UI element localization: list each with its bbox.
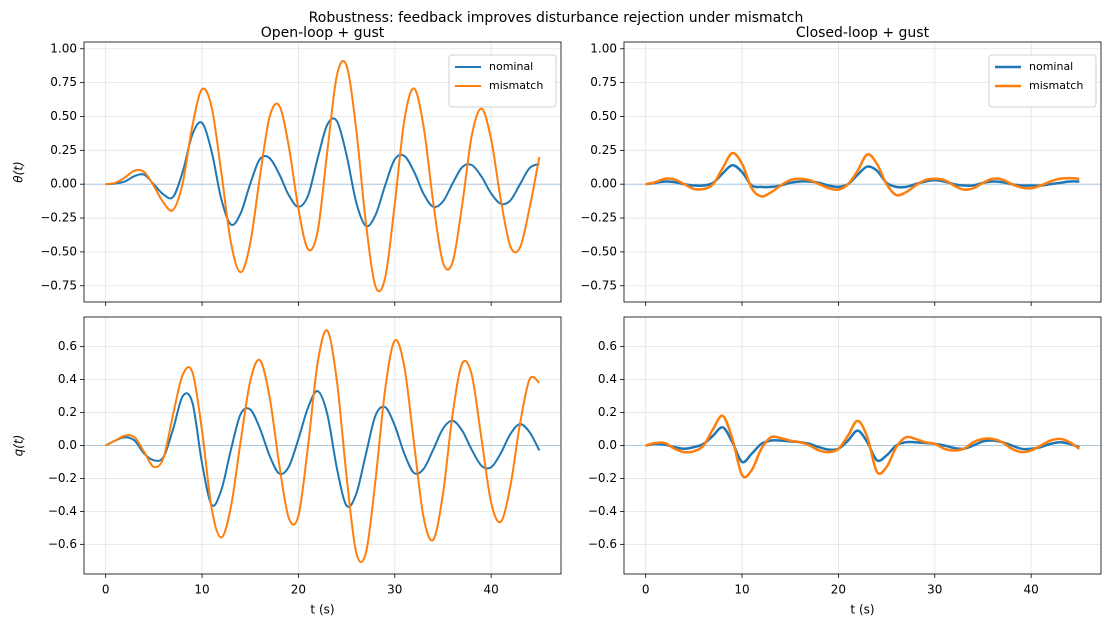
- data-line: [105, 329, 540, 564]
- y-tick-label: 0.0: [58, 438, 77, 452]
- legend-label: nominal: [489, 60, 533, 73]
- y-tick-label: 0.25: [590, 143, 617, 157]
- y-tick-label: −0.6: [48, 537, 77, 551]
- axes-title: Open-loop + gust: [261, 25, 385, 41]
- data-line: [105, 390, 541, 508]
- y-tick-label: 0.4: [598, 372, 617, 386]
- suptitle: Robustness: feedback improves disturbanc…: [309, 10, 804, 26]
- y-tick-label: 0.00: [590, 177, 617, 191]
- y-tick-label: −0.6: [588, 537, 617, 551]
- axes-frame: [623, 41, 1102, 303]
- legend: nominal mismatch: [988, 54, 1097, 108]
- x-tick-label: 30: [387, 583, 402, 597]
- legend-label: nominal: [1029, 60, 1073, 73]
- y-tick-label: 0.6: [598, 339, 617, 353]
- legend-label: mismatch: [489, 79, 543, 92]
- x-tick-label: 10: [734, 583, 749, 597]
- y-tick-label: −0.4: [48, 504, 77, 518]
- y-tick-label: 0.50: [50, 109, 77, 123]
- x-tick-label: 40: [1023, 583, 1038, 597]
- data-line: [645, 426, 1080, 464]
- axes-frame: [83, 41, 562, 303]
- y-tick-label: −0.25: [40, 211, 77, 225]
- data-line: [645, 414, 1081, 479]
- y-tick-label: −0.75: [580, 278, 617, 292]
- data-line: [105, 60, 541, 293]
- y-tick-label: 0.75: [50, 75, 77, 89]
- x-axis-label: t (s): [310, 603, 334, 617]
- x-tick-label: 10: [194, 583, 209, 597]
- legend-label: mismatch: [1029, 79, 1083, 92]
- y-tick-label: −0.75: [40, 278, 77, 292]
- y-tick-label: 0.00: [50, 177, 77, 191]
- y-tick-label: −0.4: [588, 504, 617, 518]
- data-line: [645, 151, 1080, 198]
- x-tick-label: 20: [291, 583, 306, 597]
- y-tick-label: 0.25: [50, 143, 77, 157]
- y-tick-label: 1.00: [50, 41, 77, 55]
- axes-frame: [623, 316, 1102, 575]
- y-tick-label: −0.50: [40, 244, 77, 258]
- y-tick-label: 0.50: [590, 109, 617, 123]
- y-tick-label: −0.25: [580, 211, 617, 225]
- y-tick-label: −0.2: [48, 471, 77, 485]
- x-tick-label: 20: [831, 583, 846, 597]
- y-tick-label: 1.00: [590, 41, 617, 55]
- x-tick-label: 0: [642, 583, 650, 597]
- axes-title: Closed-loop + gust: [796, 25, 930, 41]
- x-tick-label: 30: [927, 583, 942, 597]
- y-tick-label: 0.4: [58, 372, 77, 386]
- y-tick-label: 0.0: [598, 438, 617, 452]
- y-tick-label: −0.2: [588, 471, 617, 485]
- y-tick-label: 0.6: [58, 339, 77, 353]
- axes-frame: [83, 316, 562, 575]
- x-axis-label: t (s): [850, 603, 874, 617]
- y-tick-label: 0.75: [590, 75, 617, 89]
- y-tick-label: 0.2: [58, 405, 77, 419]
- y-axis-label: θ(t): [12, 161, 26, 182]
- x-tick-label: 0: [102, 583, 110, 597]
- x-tick-label: 40: [483, 583, 498, 597]
- y-axis-label: q(t): [12, 435, 26, 457]
- legend: nominal mismatch: [448, 54, 557, 108]
- y-tick-label: 0.2: [598, 405, 617, 419]
- y-tick-label: −0.50: [580, 244, 617, 258]
